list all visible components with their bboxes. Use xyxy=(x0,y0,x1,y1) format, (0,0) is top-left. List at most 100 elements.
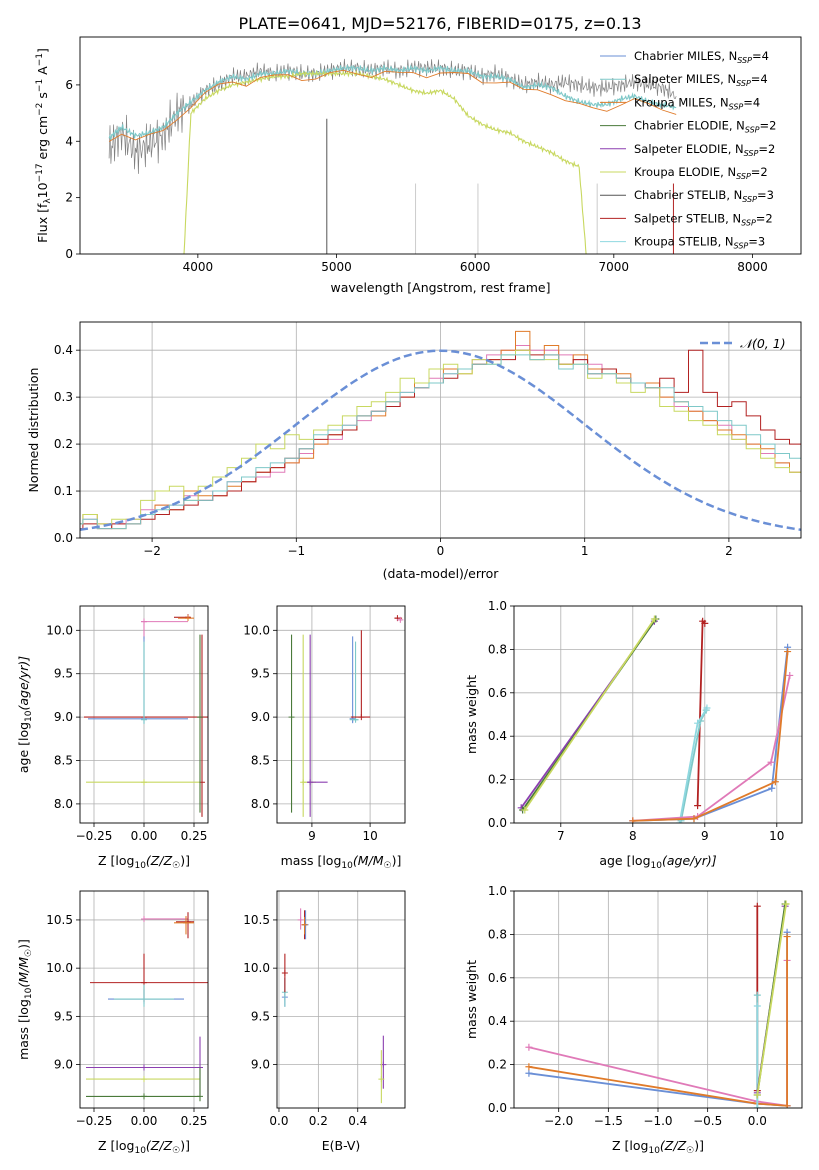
x-tick-label: −0.5 xyxy=(693,1114,722,1128)
legend-eq: =2 xyxy=(758,142,775,156)
axes-frame xyxy=(79,605,209,824)
y-tick-label: 9.0 xyxy=(54,1058,73,1072)
label-part: 10 xyxy=(648,1146,660,1156)
x-tick-label: 9 xyxy=(308,829,316,843)
errorbar-marker xyxy=(352,716,359,723)
legend-sub: SSP xyxy=(744,149,759,158)
legend-sub: SSP xyxy=(741,218,756,227)
x-tick-label: −0.25 xyxy=(76,829,113,843)
y-tick-label: 9.5 xyxy=(251,1009,270,1023)
y-tick-label: 10.5 xyxy=(243,913,270,927)
legend-label: Salpeter STELIB, NSSP=2 xyxy=(634,211,773,227)
x-tick-label: 0 xyxy=(437,544,445,558)
series-point xyxy=(525,1069,533,1077)
x-axis-label: mass [log10(M/M☉)] xyxy=(281,853,402,871)
errorbar-marker xyxy=(300,779,307,786)
label-part: ] xyxy=(35,48,50,53)
legend-text: Chabrier ELODIE, N xyxy=(634,119,745,133)
plot-area-massweight-vs-age xyxy=(517,615,794,823)
label-part: (Z/Z xyxy=(660,1138,687,1153)
errorbar-marker xyxy=(378,1076,385,1083)
spectrum-series-line xyxy=(183,69,587,254)
legend-label: Salpeter MILES, NSSP=4 xyxy=(634,72,768,88)
x-tick-label: 10 xyxy=(769,829,784,843)
errorbar-marker xyxy=(141,996,147,1003)
series-point xyxy=(783,933,791,941)
series-point xyxy=(782,900,790,908)
legend-eq: =4 xyxy=(751,72,768,86)
series-point xyxy=(525,1043,533,1051)
gaussian-curve xyxy=(80,349,801,532)
label-part: )] xyxy=(180,1138,190,1153)
y-tick-label: 0 xyxy=(65,247,73,261)
label-part: s xyxy=(35,92,50,103)
label-part: ☉ xyxy=(24,949,34,957)
x-tick-label: 0.0 xyxy=(269,1114,288,1128)
y-tick-label: 0.4 xyxy=(488,729,507,743)
x-tick-label: 2 xyxy=(725,544,733,558)
x-tick-label: 9 xyxy=(701,829,709,843)
legend-text: Chabrier MILES, N xyxy=(634,49,737,63)
series-point xyxy=(753,1002,761,1010)
y-tick-label: 8.5 xyxy=(251,754,270,768)
y-tick-label: 0.8 xyxy=(488,927,507,941)
legend-label: Chabrier ELODIE, NSSP=2 xyxy=(634,119,776,135)
legend-label: Kroupa ELODIE, NSSP=2 xyxy=(634,165,768,181)
histogram-series xyxy=(80,349,801,525)
x-axis-label: E(B-V) xyxy=(322,1138,361,1153)
legend-sub: SSP xyxy=(742,195,757,204)
errorbar-marker xyxy=(297,916,304,923)
label-part: E(B-V) xyxy=(322,1138,361,1153)
plot-area-massweight-vs-Z xyxy=(525,900,791,1108)
errorbar-marker xyxy=(141,1064,147,1071)
x-tick-label: −1.0 xyxy=(643,1114,672,1128)
x-tick-label: 0.25 xyxy=(181,829,208,843)
errorbar-marker xyxy=(301,921,308,928)
y-axis-label: mass weight xyxy=(464,675,479,754)
plot-area-spectrum xyxy=(108,58,677,254)
label-part: −1 xyxy=(35,53,45,66)
label-part: Z [log xyxy=(98,1138,134,1153)
label-part: mass weight xyxy=(464,675,479,754)
y-axis-label: mass [log10(M/M☉)] xyxy=(16,939,34,1060)
axes-massweight-vs-Z: −2.0 −1.5 −1.0 −0.5 0.0 0.0 0.2 0.4 0.6 0.8 1.0 mas… xyxy=(464,884,803,1156)
x-tick-label: 7 xyxy=(557,829,565,843)
x-axis-label: Z [log10(Z/Z☉)] xyxy=(98,853,190,871)
y-tick-label: 0.0 xyxy=(54,531,73,545)
label-part: ☉ xyxy=(172,861,180,871)
label-part: 10 xyxy=(134,1146,146,1156)
series-point xyxy=(753,1091,761,1099)
y-tick-label: 0.4 xyxy=(488,1014,507,1028)
label-part: (M/M xyxy=(16,957,31,988)
plot-area-age-vs-mass xyxy=(288,615,404,817)
legend-label: Chabrier STELIB, NSSP=3 xyxy=(634,188,774,204)
y-tick-label: 1.0 xyxy=(488,599,507,613)
x-tick-label: 0.0 xyxy=(748,1114,767,1128)
y-tick-label: 0.8 xyxy=(488,642,507,656)
series-line xyxy=(528,936,788,1107)
axes-mass-vs-EBV: 0.0 0.2 0.4 9.0 9.5 10.0 10.5 E(B-V) xyxy=(243,890,406,1153)
legend-eq: =4 xyxy=(752,49,769,63)
series-point xyxy=(650,615,658,623)
y-tick-label: 0.0 xyxy=(488,1101,507,1115)
errorbar-marker xyxy=(141,779,147,786)
series-point xyxy=(525,1063,533,1071)
x-axis-label: Z [log10(Z/Z☉)] xyxy=(612,1138,704,1156)
y-tick-label: 10.0 xyxy=(46,623,73,637)
series-point xyxy=(767,758,775,766)
series-point xyxy=(753,902,761,910)
y-tick-label: 9.0 xyxy=(251,710,270,724)
axes-frame xyxy=(79,321,802,539)
errorbar-marker xyxy=(281,969,288,976)
series-point xyxy=(676,819,684,823)
errorbar-marker xyxy=(197,714,203,721)
y-tick-label: 9.0 xyxy=(251,1058,270,1072)
x-axis-label: Z [log10(Z/Z☉)] xyxy=(98,1138,190,1156)
label-part: 10 xyxy=(651,861,663,871)
legend-sub: SSP xyxy=(736,172,751,181)
label-part: (M/M xyxy=(353,853,384,868)
errorbar-marker xyxy=(185,615,191,622)
